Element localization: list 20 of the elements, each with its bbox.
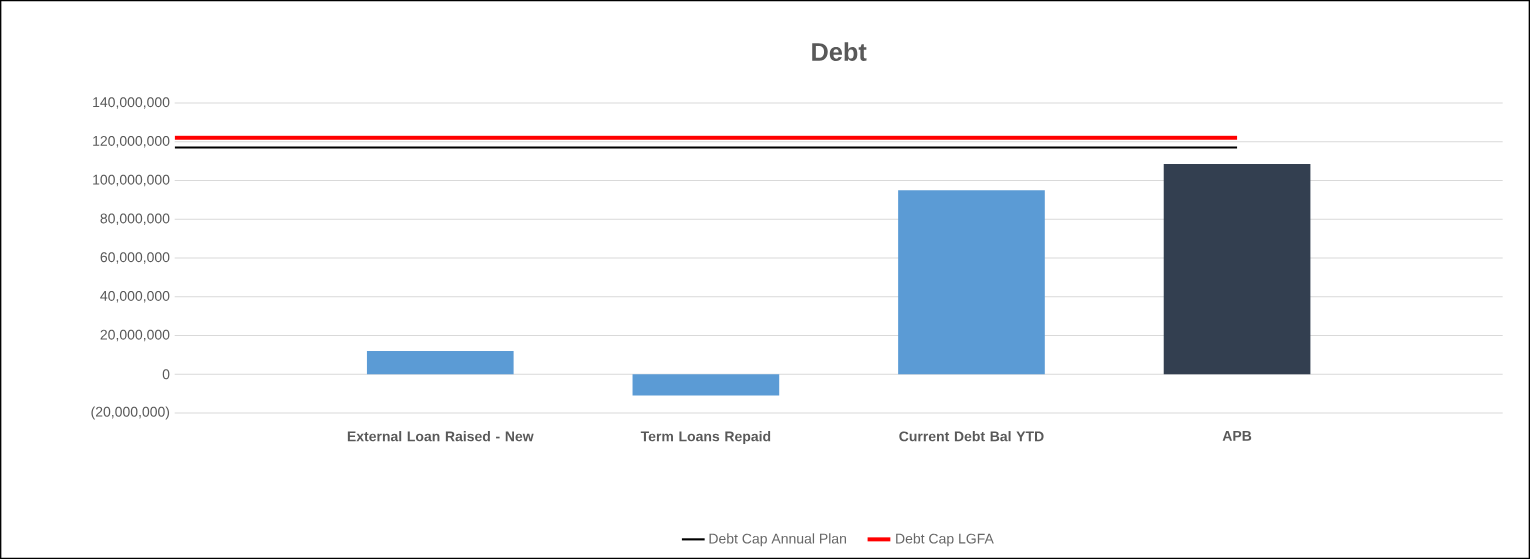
bar (632, 374, 780, 396)
y-tick-label: 20,000,000 (100, 329, 170, 342)
y-tick-label: (20,000,000) (91, 406, 170, 420)
y-tick-label: 40,000,000 (100, 290, 170, 303)
x-tick-label: APB (1222, 431, 1252, 441)
y-tick-label: 80,000,000 (100, 213, 170, 226)
bar (898, 190, 1045, 375)
y-tick-label: 140,000,000 (93, 97, 170, 109)
y-tick-label: 0 (162, 369, 170, 380)
bar (366, 350, 514, 375)
y-tick-label: 60,000,000 (100, 252, 170, 264)
legend-label: Debt Cap LGFA (896, 533, 994, 547)
x-tick-label: External Loan Raised - New (347, 431, 534, 442)
y-tick-label: 100,000,000 (93, 174, 170, 187)
legend-label: Debt Cap Annual Plan (709, 533, 846, 547)
bar (1163, 164, 1311, 375)
x-tick-label: Term Loans Repaid (640, 431, 771, 445)
chart-title: Debt (812, 42, 867, 61)
y-tick-label: 120,000,000 (93, 135, 170, 148)
x-tick-label: Current Debt Bal YTD (899, 431, 1044, 442)
